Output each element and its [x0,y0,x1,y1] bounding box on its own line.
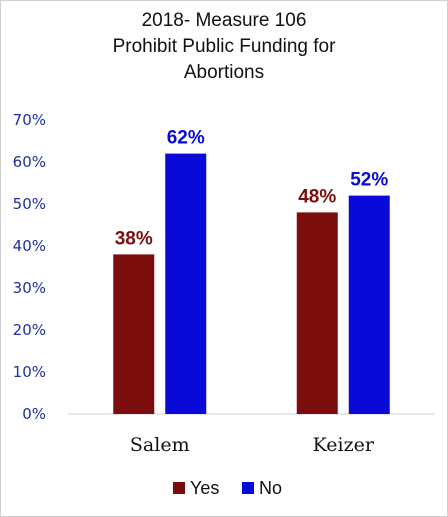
y-tick-label-70: 70% [13,111,46,129]
data-label-yes-salem: 38% [115,228,153,249]
bar-yes-salem [113,254,155,414]
legend-swatch-yes [173,482,185,494]
bar-no-keizer [348,195,390,414]
y-tick-label-50: 50% [13,195,46,213]
data-label-no-salem: 62% [167,128,205,149]
y-tick-label-30: 30% [13,279,46,297]
chart-title-line-2: Prohibit Public Funding for [112,36,336,57]
bar-yes-keizer [296,212,338,414]
data-label-yes-keizer: 48% [298,186,336,207]
y-tick-label-40: 40% [13,237,46,255]
legend-label-yes: Yes [190,478,219,498]
y-tick-label-0: 0% [22,405,46,423]
y-tick-label-60: 60% [13,153,46,171]
chart-title-line-1: 2018- Measure 106 [141,10,307,31]
x-tick-label-keizer: Keizer [313,434,375,456]
y-tick-label-10: 10% [13,363,46,381]
chart-title: 2018- Measure 106 Prohibit Public Fundin… [0,8,448,86]
bar-no-salem [165,153,207,414]
y-tick-label-20: 20% [13,321,46,339]
legend-label-no: No [259,478,282,498]
chart-title-line-3: Abortions [183,62,265,83]
x-tick-label-salem: Salem [130,434,190,456]
legend-swatch-no [242,482,254,494]
data-label-no-keizer: 52% [350,170,388,191]
